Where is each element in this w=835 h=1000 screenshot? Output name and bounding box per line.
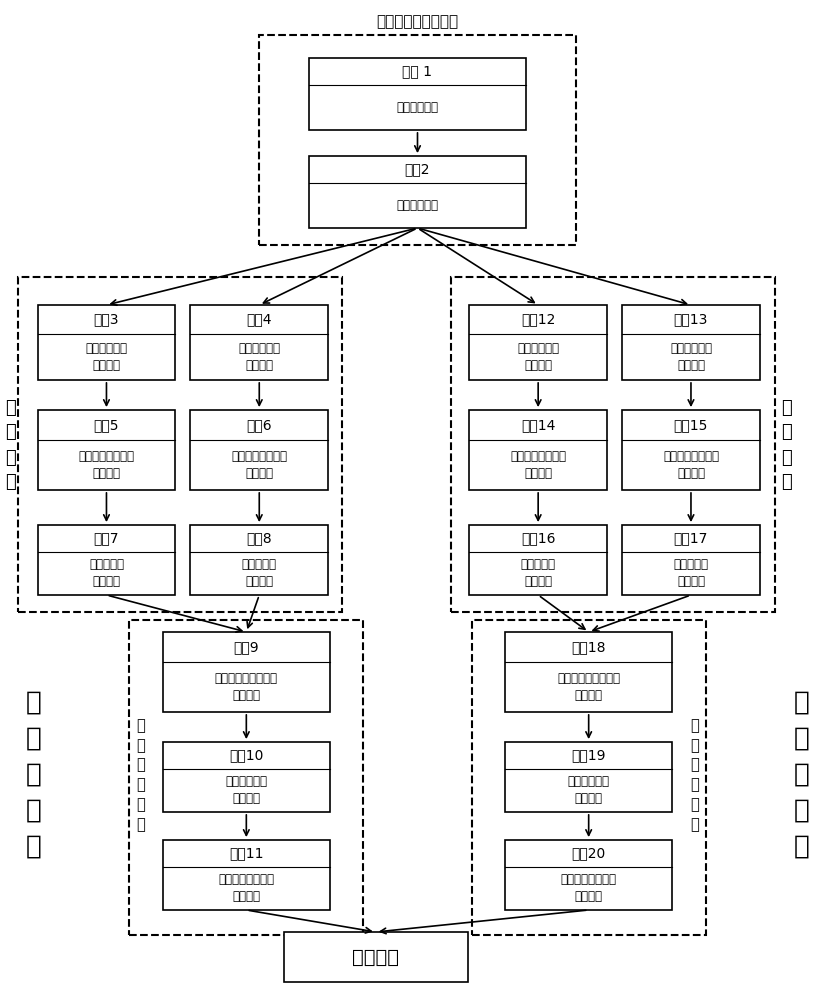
Text: 左
侧
流
水
线: 左 侧 流 水 线 <box>25 690 42 860</box>
Text: 刀片2: 刀片2 <box>405 163 430 177</box>
Bar <box>284 932 468 982</box>
Text: 高
程
重
建
单
元: 高 程 重 建 单 元 <box>691 718 699 832</box>
Text: 自聚焦模块
（右下）: 自聚焦模块 （右下） <box>674 558 708 588</box>
Text: 刀片8: 刀片8 <box>246 531 272 545</box>
Text: 相位解缠模块
（左侧）: 相位解缠模块 （左侧） <box>225 775 267 805</box>
Text: 合成孔径成像模块
（左上）: 合成孔径成像模块 （左上） <box>78 450 134 480</box>
Text: 合成孔径成像模块
（右上）: 合成孔径成像模块 （右上） <box>510 450 566 480</box>
Text: 相位解缠模块
（右侧）: 相位解缠模块 （右侧） <box>568 775 610 805</box>
Text: 刀片 1: 刀片 1 <box>402 65 433 79</box>
Text: 刀片14: 刀片14 <box>521 418 555 432</box>
Text: 成
像
单
元: 成 像 单 元 <box>782 398 792 491</box>
Text: 自聚焦模块
（左下）: 自聚焦模块 （左下） <box>242 558 276 588</box>
Text: 刀片11: 刀片11 <box>229 846 264 860</box>
Bar <box>129 620 363 935</box>
Bar <box>622 305 760 380</box>
Bar <box>259 35 576 245</box>
Bar <box>190 305 328 380</box>
Bar <box>469 410 607 490</box>
Text: 刀片20: 刀片20 <box>571 846 606 860</box>
Bar <box>309 156 526 228</box>
Bar <box>505 840 672 910</box>
Bar <box>18 277 342 612</box>
Bar <box>163 742 330 812</box>
Text: 显控平台: 显控平台 <box>352 948 399 966</box>
Text: 刀片3: 刀片3 <box>94 312 119 326</box>
Bar <box>505 632 672 712</box>
Bar <box>622 525 760 595</box>
Bar <box>38 410 175 490</box>
Text: 配准与相位滤波模块
（左侧）: 配准与相位滤波模块 （左侧） <box>215 672 278 702</box>
Text: 运动补偿模块
（左上）: 运动补偿模块 （左上） <box>85 342 128 372</box>
Text: 运动补偿模块
（左下）: 运动补偿模块 （左下） <box>238 342 281 372</box>
Text: 运动补偿模块
（右下）: 运动补偿模块 （右下） <box>670 342 712 372</box>
Bar <box>190 525 328 595</box>
Text: 右
侧
流
水
线: 右 侧 流 水 线 <box>793 690 810 860</box>
Text: 数据接收与处理单元: 数据接收与处理单元 <box>377 14 458 29</box>
Text: 导航解算模块: 导航解算模块 <box>397 199 438 212</box>
Bar <box>190 410 328 490</box>
Text: 数据接收模块: 数据接收模块 <box>397 101 438 114</box>
Text: 刀片9: 刀片9 <box>234 640 259 654</box>
Text: 刀片15: 刀片15 <box>674 418 708 432</box>
Text: 刀片12: 刀片12 <box>521 312 555 326</box>
Text: 运动补偿模块
（右上）: 运动补偿模块 （右上） <box>517 342 559 372</box>
Text: 刀片4: 刀片4 <box>246 312 272 326</box>
Text: 自聚焦模块
（左上）: 自聚焦模块 （左上） <box>89 558 124 588</box>
Bar <box>309 58 526 130</box>
Text: 刀片10: 刀片10 <box>229 748 264 762</box>
Text: 合成孔径成像模块
（左下）: 合成孔径成像模块 （左下） <box>231 450 287 480</box>
Bar <box>622 410 760 490</box>
Bar <box>38 525 175 595</box>
Bar <box>472 620 706 935</box>
Bar <box>163 840 330 910</box>
Text: 刀片19: 刀片19 <box>571 748 606 762</box>
Text: 刀片13: 刀片13 <box>674 312 708 326</box>
Text: 刀片7: 刀片7 <box>94 531 119 545</box>
Bar <box>163 632 330 712</box>
Text: 刀片17: 刀片17 <box>674 531 708 545</box>
Text: 高
程
重
建
单
元: 高 程 重 建 单 元 <box>136 718 144 832</box>
Text: 刀片18: 刀片18 <box>571 640 606 654</box>
Bar <box>505 742 672 812</box>
Text: 成
像
单
元: 成 像 单 元 <box>5 398 15 491</box>
Text: 刀片5: 刀片5 <box>94 418 119 432</box>
Bar <box>451 277 775 612</box>
Text: 数字高程重建模块
（右侧）: 数字高程重建模块 （右侧） <box>560 873 617 903</box>
Text: 刀片16: 刀片16 <box>521 531 555 545</box>
Bar <box>38 305 175 380</box>
Text: 自聚焦模块
（右上）: 自聚焦模块 （右上） <box>521 558 555 588</box>
Text: 刀片6: 刀片6 <box>246 418 272 432</box>
Text: 合成孔径成像模块
（右下）: 合成孔径成像模块 （右下） <box>663 450 719 480</box>
Bar <box>469 525 607 595</box>
Text: 配准与相位滤波模块
（右侧）: 配准与相位滤波模块 （右侧） <box>557 672 620 702</box>
Text: 数字高程重建模块
（左侧）: 数字高程重建模块 （左侧） <box>218 873 275 903</box>
Bar <box>469 305 607 380</box>
